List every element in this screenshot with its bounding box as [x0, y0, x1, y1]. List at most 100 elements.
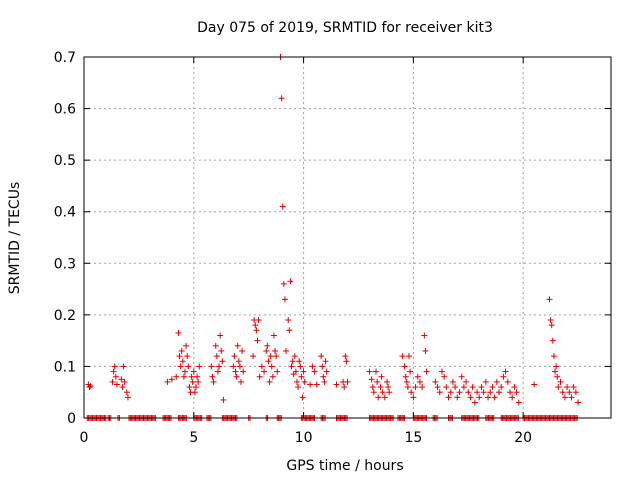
- data-point: [283, 347, 290, 354]
- data-point: [178, 347, 185, 354]
- data-point: [297, 363, 304, 370]
- data-point: [471, 399, 478, 406]
- data-point: [285, 317, 292, 324]
- data-point: [369, 384, 376, 391]
- data-point: [449, 378, 456, 385]
- data-point: [566, 389, 573, 396]
- data-point: [293, 378, 300, 385]
- data-point: [191, 389, 198, 396]
- data-point: [421, 332, 428, 339]
- data-point: [416, 378, 423, 385]
- data-point: [189, 378, 196, 385]
- data-point: [557, 378, 564, 385]
- data-point: [379, 389, 386, 396]
- data-point: [300, 368, 307, 375]
- data-point: [419, 384, 426, 391]
- data-point: [452, 384, 459, 391]
- data-point: [120, 363, 127, 370]
- data-point: [258, 363, 265, 370]
- data-point: [87, 383, 94, 390]
- data-point: [280, 280, 287, 287]
- y-tick-label: 0.4: [54, 205, 76, 221]
- data-point: [438, 368, 445, 375]
- x-tick-label: 20: [514, 430, 532, 446]
- data-point: [216, 363, 223, 370]
- data-point: [176, 353, 183, 360]
- data-point: [465, 389, 472, 396]
- data-point: [575, 399, 582, 406]
- data-point: [375, 394, 382, 401]
- data-point: [469, 384, 476, 391]
- data-point: [384, 378, 391, 385]
- data-point: [378, 373, 385, 380]
- data-point: [414, 373, 421, 380]
- data-point: [164, 378, 171, 385]
- data-point: [476, 394, 483, 401]
- data-point: [502, 368, 509, 375]
- data-point: [498, 384, 505, 391]
- data-point: [405, 353, 412, 360]
- data-point: [179, 358, 186, 365]
- data-point: [263, 347, 270, 354]
- data-point: [296, 358, 303, 365]
- data-point: [423, 368, 430, 375]
- y-tick-label: 0.5: [54, 153, 76, 169]
- y-tick-labels: 0 0.1 0.2 0.3 0.4 0.5 0.6 0.7: [54, 50, 76, 427]
- axis-ticks: [83, 56, 611, 419]
- data-point: [467, 394, 474, 401]
- data-point: [463, 378, 470, 385]
- data-point: [478, 384, 485, 391]
- data-point: [252, 322, 259, 329]
- data-point: [546, 296, 553, 303]
- data-point: [572, 389, 579, 396]
- data-point: [555, 384, 562, 391]
- data-point: [217, 332, 224, 339]
- data-point: [269, 373, 276, 380]
- data-point: [287, 278, 294, 285]
- data-point: [298, 373, 305, 380]
- data-point: [320, 373, 327, 380]
- data-point: [485, 394, 492, 401]
- data-point: [342, 353, 349, 360]
- data-point: [321, 378, 328, 385]
- x-tick-labels: 0 5 10 15 20: [80, 430, 533, 446]
- data-point: [253, 327, 260, 334]
- data-point: [489, 384, 496, 391]
- data-point: [180, 373, 187, 380]
- data-point: [261, 368, 268, 375]
- data-point: [307, 381, 314, 388]
- data-point: [234, 342, 241, 349]
- y-tick-label: 0.6: [54, 102, 76, 118]
- data-point: [412, 384, 419, 391]
- data-point: [386, 389, 393, 396]
- data-point: [190, 368, 197, 375]
- data-point: [401, 363, 408, 370]
- data-point: [549, 337, 556, 344]
- data-point: [319, 363, 326, 370]
- data-point: [344, 378, 351, 385]
- data-point: [366, 368, 373, 375]
- data-point: [168, 376, 175, 383]
- data-point: [491, 394, 498, 401]
- data-point: [399, 353, 406, 360]
- data-point: [381, 394, 388, 401]
- data-point: [256, 373, 263, 380]
- data-point: [274, 368, 281, 375]
- data-point: [182, 368, 189, 375]
- data-point: [212, 342, 219, 349]
- data-point: [123, 389, 130, 396]
- data-point: [230, 363, 237, 370]
- data-point: [279, 203, 286, 210]
- data-point: [547, 317, 554, 324]
- data-point: [322, 358, 329, 365]
- data-point: [432, 378, 439, 385]
- data-point: [286, 327, 293, 334]
- data-point: [109, 378, 116, 385]
- data-point: [112, 373, 119, 380]
- data-point: [233, 373, 240, 380]
- data-point: [443, 384, 450, 391]
- data-point: [264, 342, 271, 349]
- data-point: [250, 353, 257, 360]
- data-point: [273, 353, 280, 360]
- data-point: [506, 389, 513, 396]
